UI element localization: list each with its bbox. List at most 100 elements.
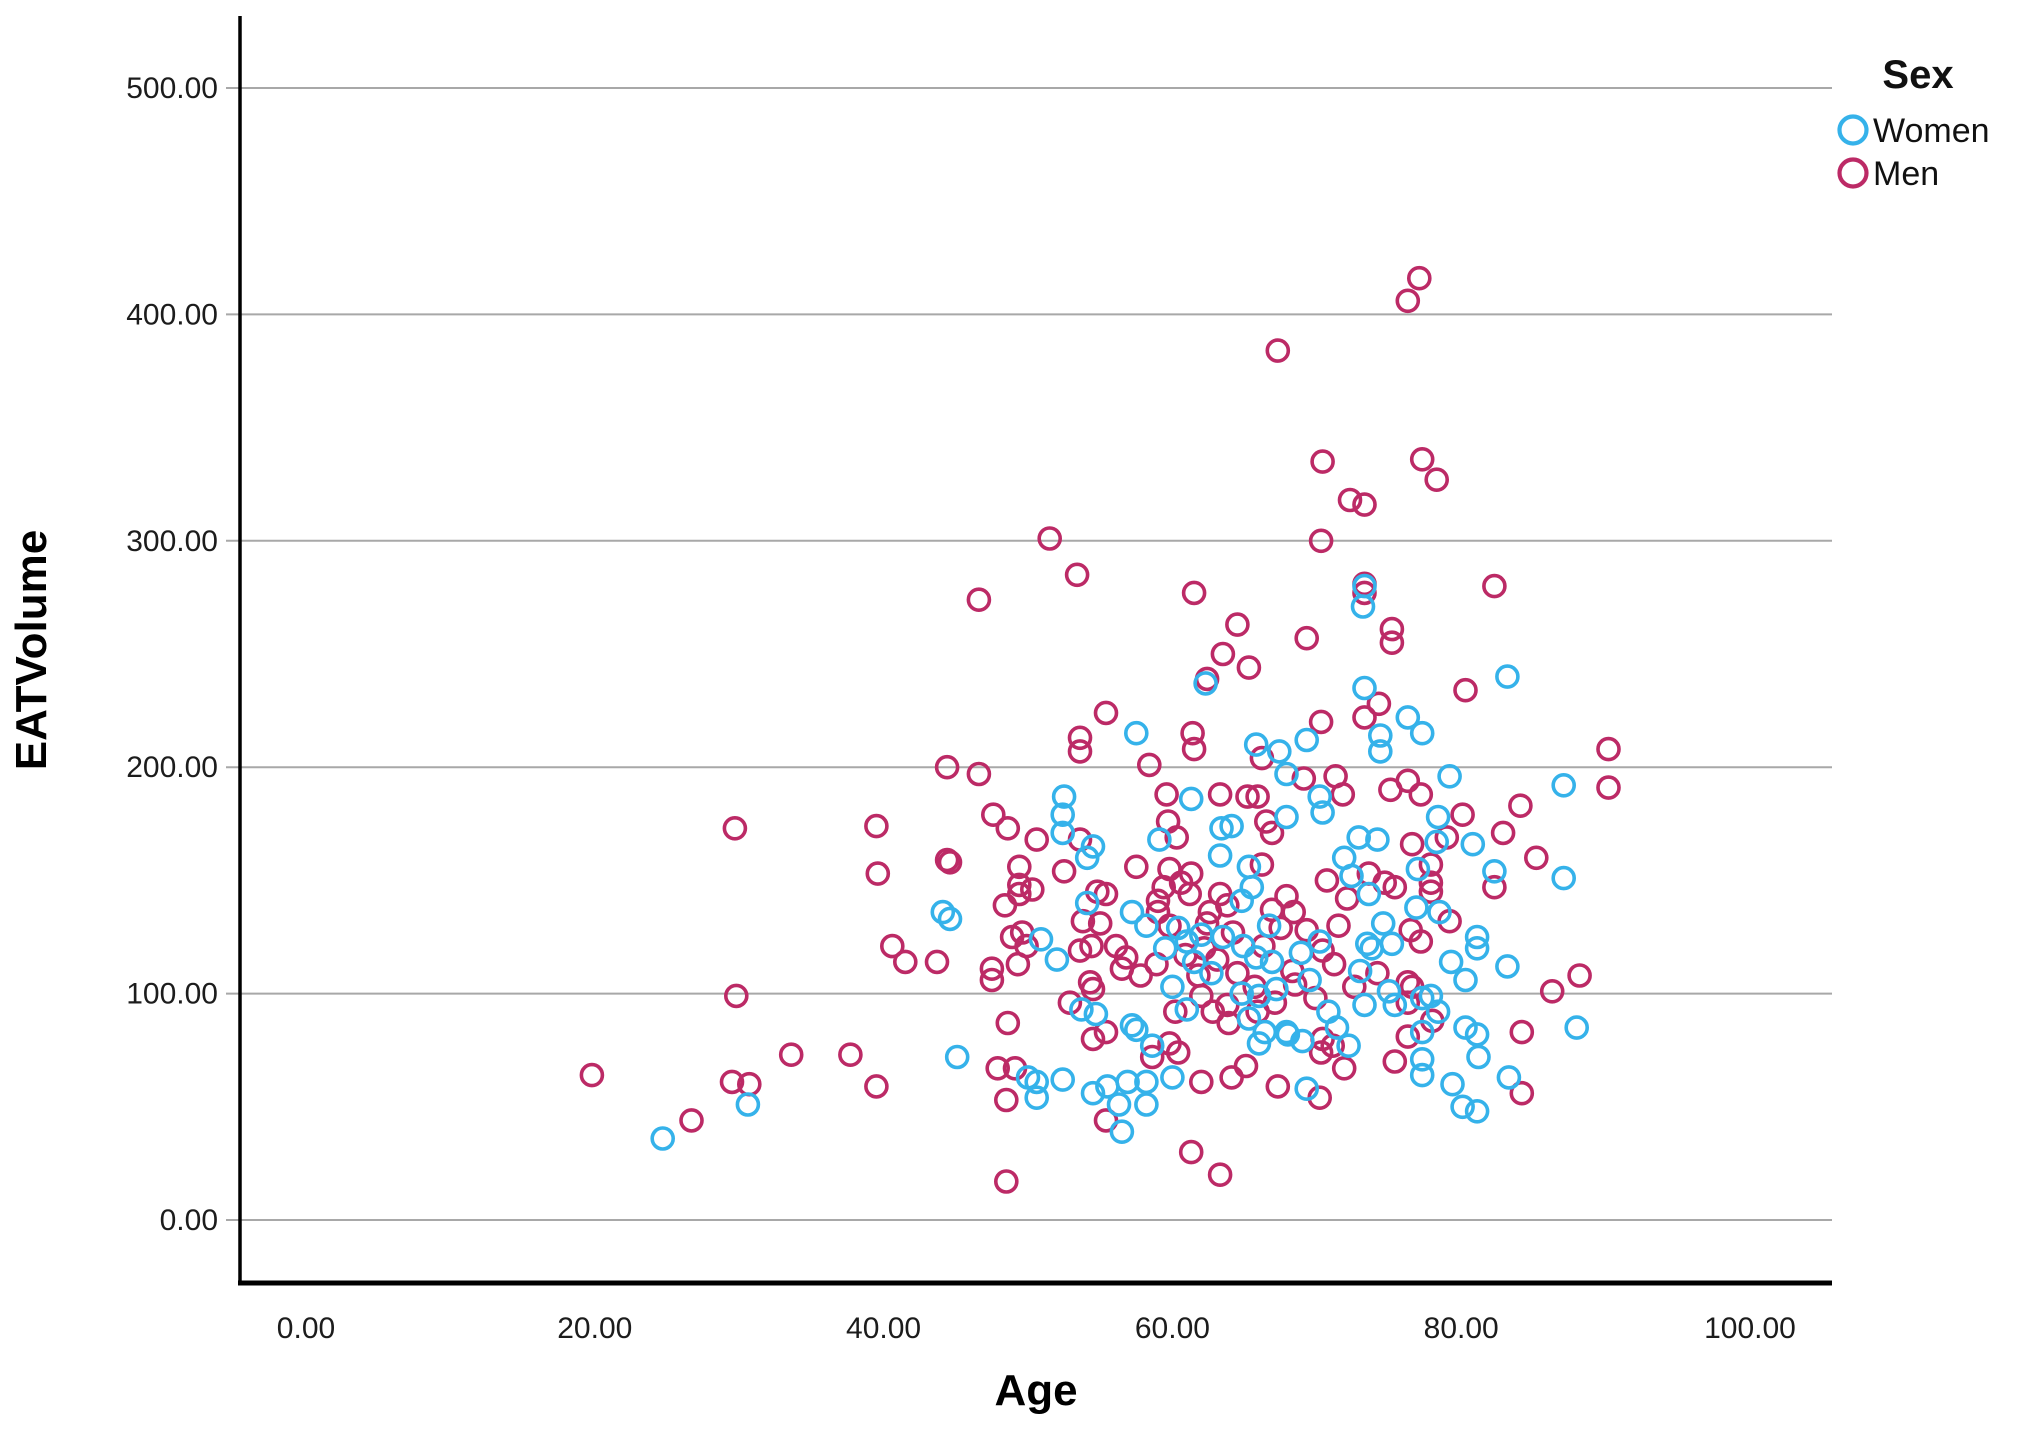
data-point-women xyxy=(1210,924,1236,950)
data-point-men xyxy=(1291,766,1317,791)
legend-marker-men-icon xyxy=(1837,157,1869,189)
data-point-women xyxy=(735,1092,761,1117)
data-point-women xyxy=(1256,913,1282,939)
data-point-women xyxy=(1074,890,1100,916)
data-point-men xyxy=(1067,739,1093,764)
data-point-men xyxy=(1408,782,1434,807)
data-point-women xyxy=(1160,974,1185,1000)
data-point-women xyxy=(1069,997,1094,1022)
data-point-women xyxy=(1080,834,1106,859)
data-point-women xyxy=(1181,949,1207,975)
data-point-men xyxy=(979,967,1005,993)
y-tick-label: 100.00 xyxy=(126,978,218,1011)
data-point-women xyxy=(1115,1069,1140,1095)
data-point-women xyxy=(1336,1033,1361,1058)
data-point-men xyxy=(1330,782,1356,807)
data-point-men xyxy=(966,761,992,787)
data-point-men xyxy=(864,813,889,839)
data-point-men xyxy=(1178,1139,1204,1165)
data-point-women xyxy=(1379,931,1405,957)
data-point-men xyxy=(1177,881,1202,907)
x-tick-label: 60.00 xyxy=(1135,1312,1210,1345)
data-point-men xyxy=(979,956,1005,982)
data-point-women xyxy=(1134,913,1159,939)
data-point-men xyxy=(1382,874,1408,900)
data-point-men xyxy=(1080,976,1106,1002)
data-point-women xyxy=(1438,949,1464,975)
data-point-women xyxy=(1409,1047,1435,1072)
data-point-women xyxy=(1124,1017,1149,1043)
x-tick-label: 0.00 xyxy=(277,1312,335,1345)
data-point-men xyxy=(1235,784,1260,809)
data-point-women xyxy=(1152,935,1178,961)
data-point-women xyxy=(1083,1001,1109,1027)
data-point-men xyxy=(1450,802,1475,828)
data-point-men xyxy=(1326,913,1351,939)
data-point-women xyxy=(1109,1119,1135,1144)
data-point-women xyxy=(1437,763,1462,789)
data-point-women xyxy=(1259,949,1285,975)
data-point-men xyxy=(1006,872,1032,898)
data-point-men xyxy=(993,1169,1019,1194)
data-point-women xyxy=(1243,945,1269,970)
data-point-women xyxy=(1495,664,1520,689)
data-point-men xyxy=(1225,612,1250,637)
data-point-women xyxy=(1496,1065,1522,1090)
data-point-men xyxy=(864,1074,889,1099)
data-point-men xyxy=(1308,709,1334,735)
data-point-women xyxy=(1050,802,1075,828)
data-point-women xyxy=(1425,999,1451,1025)
legend-title: Sex xyxy=(1882,53,1953,97)
data-point-men xyxy=(1567,963,1592,988)
data-point-men xyxy=(719,1069,745,1095)
data-point-men xyxy=(1379,616,1405,642)
data-point-women xyxy=(1395,705,1421,730)
data-point-men xyxy=(1352,580,1377,606)
data-point-women xyxy=(1050,1067,1075,1092)
data-point-women xyxy=(1382,992,1408,1018)
data-point-men xyxy=(778,1042,804,1067)
x-axis-title: Age xyxy=(994,1366,1077,1415)
data-point-men xyxy=(1051,858,1077,884)
data-point-men xyxy=(934,847,960,873)
data-point-men xyxy=(1207,1162,1233,1187)
data-point-women xyxy=(930,899,956,925)
data-point-men xyxy=(924,949,950,975)
data-point-women xyxy=(1178,786,1204,812)
data-point-men xyxy=(1482,874,1507,900)
data-point-men xyxy=(1067,938,1093,963)
data-point-women xyxy=(1482,858,1507,884)
data-point-men xyxy=(1352,705,1377,730)
data-point-women xyxy=(1564,1015,1589,1040)
data-point-women xyxy=(1051,784,1077,809)
data-point-men xyxy=(1207,782,1233,807)
data-point-women xyxy=(1495,954,1520,979)
data-point-men xyxy=(1395,990,1421,1016)
data-point-men xyxy=(865,861,891,886)
data-point-men xyxy=(1180,720,1205,746)
data-point-women xyxy=(1174,929,1200,954)
data-point-women xyxy=(1028,926,1054,952)
data-point-women xyxy=(1297,967,1322,993)
data-point-women xyxy=(1356,881,1382,907)
data-point-women xyxy=(1409,1062,1435,1088)
data-point-men xyxy=(1189,1069,1214,1095)
data-point-women xyxy=(1219,813,1244,839)
data-point-women xyxy=(1424,829,1449,855)
data-point-women xyxy=(1409,1019,1435,1045)
data-point-women xyxy=(1352,992,1377,1018)
data-point-men xyxy=(1080,1026,1106,1052)
data-point-women xyxy=(1551,772,1576,798)
data-point-men xyxy=(1124,854,1149,880)
data-point-men xyxy=(1408,929,1434,954)
data-point-men xyxy=(679,1108,704,1133)
data-point-men xyxy=(1382,1049,1408,1074)
data-point-women xyxy=(1405,856,1431,882)
data-point-men xyxy=(1233,1053,1259,1079)
data-point-men xyxy=(1399,831,1425,857)
legend-label-women: Women xyxy=(1873,112,1990,150)
data-point-men xyxy=(1265,1074,1291,1099)
data-point-women xyxy=(1427,899,1452,925)
data-point-men xyxy=(993,1087,1019,1113)
